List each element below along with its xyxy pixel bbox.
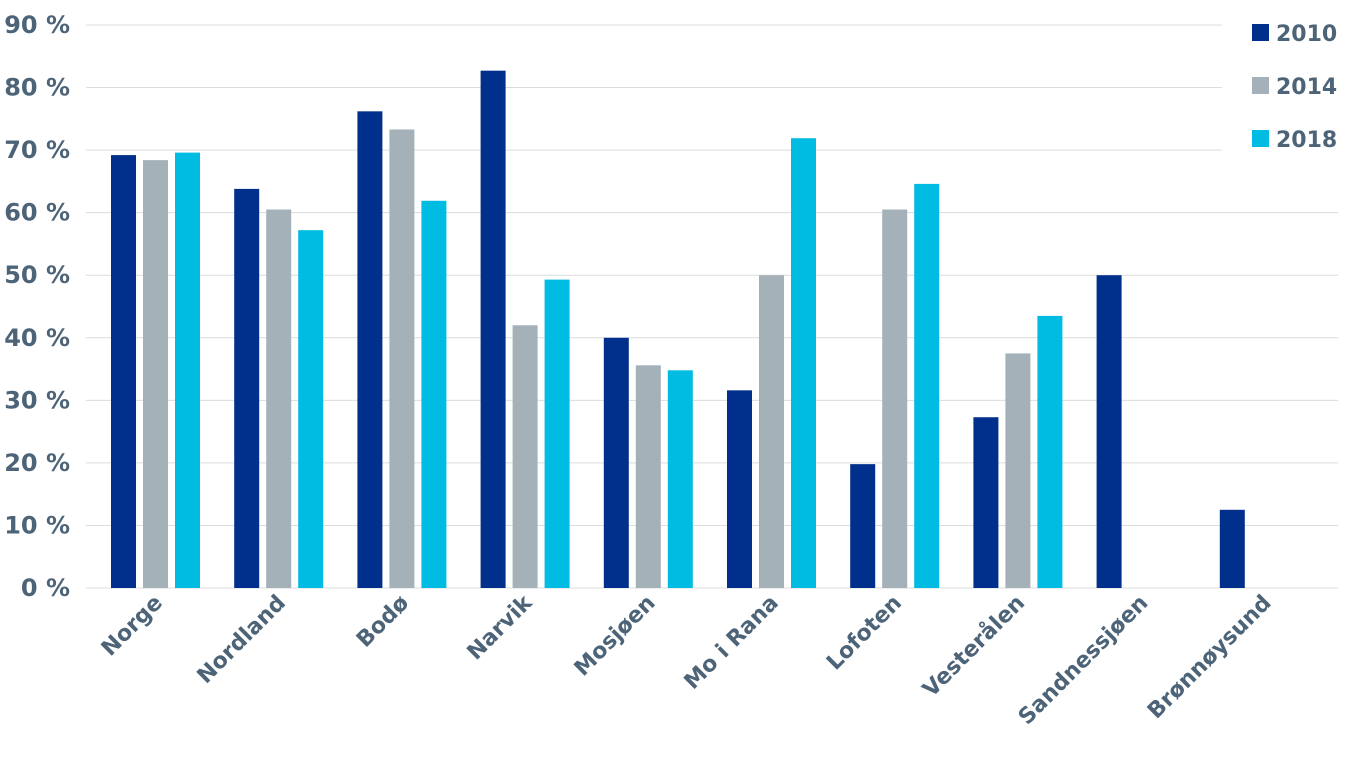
bar-2018 (544, 279, 570, 588)
category-label: Mo i Rana (680, 591, 784, 695)
bar-2014 (1005, 353, 1031, 588)
bar-2018 (791, 138, 816, 588)
bar-2010 (480, 70, 506, 589)
bar-2014 (759, 275, 784, 588)
bar-2010 (1219, 509, 1245, 588)
legend-swatch (1252, 24, 1269, 41)
bar-2010 (850, 464, 876, 588)
category-label: Brønnøysund (1143, 591, 1276, 724)
legend-label: 2010 (1276, 22, 1337, 47)
category-label: Narvik (463, 590, 539, 666)
category-label: Lofoten (822, 591, 907, 676)
bar-2010 (727, 390, 752, 588)
legend-label: 2014 (1276, 75, 1337, 100)
bar-2014 (882, 209, 908, 589)
bar-2018 (667, 370, 693, 588)
legend-label: 2018 (1276, 128, 1337, 153)
legend-swatch (1252, 77, 1269, 94)
bar-2018 (175, 152, 200, 588)
bar-2018 (421, 200, 447, 588)
legend: 2010 2014 2018 (1252, 22, 1337, 153)
bar-2018 (914, 183, 940, 588)
y-tick-label: 90 % (4, 11, 70, 39)
category-label: Mosjøen (570, 591, 661, 682)
y-tick-label: 60 % (4, 199, 70, 227)
bar-2014 (389, 129, 415, 588)
bar-2010 (111, 155, 136, 589)
bar-2010 (973, 417, 999, 588)
bar-2010 (603, 337, 629, 588)
bar-2018 (1037, 315, 1063, 588)
y-tick-label: 40 % (4, 324, 70, 352)
category-label: Norge (97, 591, 168, 662)
y-tick-label: 20 % (4, 449, 70, 477)
y-tick-label: 30 % (4, 386, 70, 414)
category-label: Sandnessjøen (1014, 591, 1153, 730)
y-tick-label: 0 % (21, 574, 70, 602)
category-label: Nordland (193, 591, 291, 689)
y-tick-label: 10 % (4, 511, 70, 539)
y-axis: 0 % 10 % 20 % 30 % 40 % 50 % 60 % 70 % 80 % 90 % (4, 11, 70, 602)
bar-2014 (635, 365, 661, 588)
category-label: Bodø (352, 591, 414, 653)
bar-2018 (298, 230, 324, 588)
y-tick-label: 50 % (4, 261, 70, 289)
category-label: Vesterålen (918, 590, 1031, 703)
bar-2010 (1096, 275, 1122, 588)
bar-2010 (234, 188, 260, 588)
x-axis: Norge Nordland Bodø Narvik Mosjøen Mo i Rana L… (97, 590, 1277, 730)
bar-2014 (266, 209, 292, 589)
bars (111, 70, 1245, 589)
gridlines (86, 24, 1338, 589)
y-tick-label: 70 % (4, 136, 70, 164)
legend-swatch (1252, 130, 1269, 147)
bar-2014 (143, 160, 168, 588)
bar-2014 (512, 325, 538, 588)
bar-2010 (357, 111, 383, 589)
y-tick-label: 80 % (4, 74, 70, 102)
